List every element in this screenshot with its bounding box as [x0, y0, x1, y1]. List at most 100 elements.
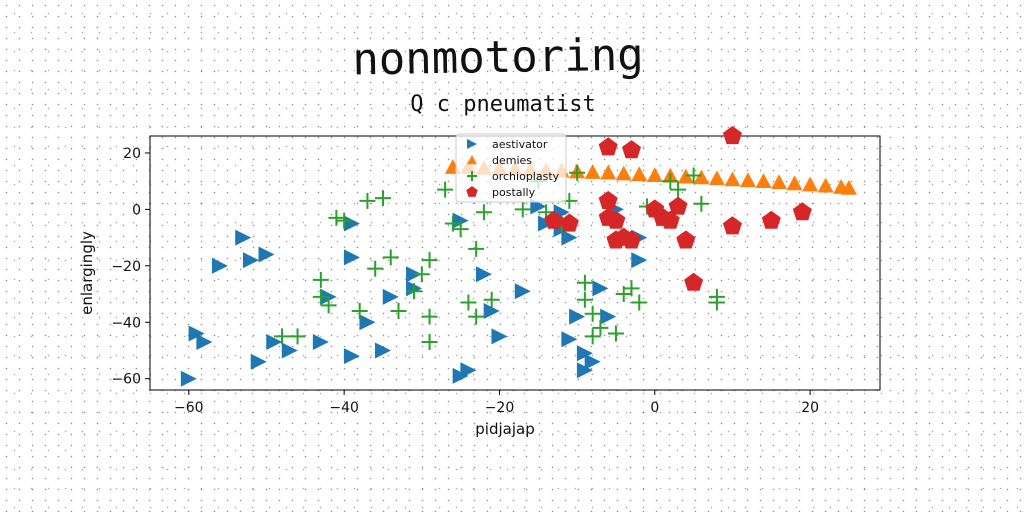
demies-point	[740, 172, 756, 187]
demies-point	[802, 177, 818, 192]
aestivator-point	[212, 258, 228, 274]
aestivator-point	[600, 309, 616, 325]
orchioplasty-point	[577, 292, 593, 308]
demies-point	[616, 166, 632, 181]
orchioplasty-point	[592, 320, 608, 336]
orchioplasty-point	[608, 326, 624, 342]
aestivator-point	[383, 289, 399, 305]
orchioplasty-point	[437, 182, 453, 198]
aestivator-point	[515, 283, 531, 299]
legend-label-demies: demies	[492, 154, 532, 167]
orchioplasty-point	[693, 196, 709, 212]
aestivator-point	[258, 247, 274, 263]
legend: aestivator demies orchioplasty postally	[456, 134, 566, 202]
demies-point	[724, 171, 740, 186]
legend-label-orchioplasty: orchioplasty	[492, 170, 560, 183]
aestivator-point	[251, 354, 267, 370]
orchioplasty-point	[631, 295, 647, 311]
orchioplasty-point	[515, 201, 531, 217]
orchioplasty-point	[585, 306, 601, 322]
aestivator-point	[375, 342, 391, 358]
postally-point	[622, 140, 641, 158]
postally-point	[599, 137, 618, 155]
postally-point	[669, 197, 688, 215]
orchioplasty-point	[352, 303, 368, 319]
orchioplasty-point	[577, 275, 593, 291]
aestivator-point	[631, 252, 647, 268]
orchioplasty-point	[313, 289, 329, 305]
orchioplasty-point	[476, 204, 492, 220]
orchioplasty-point	[313, 272, 329, 288]
postally-point	[793, 202, 812, 220]
postally-point	[723, 126, 742, 144]
x-axis-label: pidjajap	[475, 420, 534, 438]
x-tick-label: 0	[650, 400, 659, 416]
series-postally	[544, 126, 812, 291]
demies-point	[647, 167, 663, 182]
postally-point	[599, 191, 618, 209]
orchioplasty-point	[328, 210, 344, 226]
demies-point	[818, 178, 834, 193]
y-tick-label: −20	[111, 259, 141, 275]
postally-point	[684, 273, 703, 291]
postally-point	[762, 211, 781, 229]
y-tick-label: −60	[111, 372, 141, 388]
demies-point	[771, 174, 787, 189]
orchioplasty-point	[375, 190, 391, 206]
orchioplasty-point	[460, 295, 476, 311]
aestivator-point	[344, 215, 360, 231]
orchioplasty-point	[383, 249, 399, 265]
aestivator-point	[592, 280, 608, 296]
aestivator-point	[282, 342, 298, 358]
aestivator-point	[243, 252, 259, 268]
orchioplasty-point	[367, 261, 383, 277]
orchioplasty-point	[662, 173, 678, 189]
aestivator-point	[569, 309, 585, 325]
legend-label-postally: postally	[492, 186, 536, 199]
x-tick-label: −60	[174, 400, 204, 416]
demies-point	[585, 164, 601, 179]
y-axis-label: enlargingly	[78, 231, 96, 315]
orchioplasty-point	[414, 266, 430, 282]
demies-point	[600, 165, 616, 180]
aestivator-point	[344, 249, 360, 265]
x-tick-label: 20	[801, 400, 819, 416]
orchioplasty-point	[290, 328, 306, 344]
demies-point	[787, 175, 803, 190]
y-tick-label: 20	[123, 146, 141, 162]
x-tick-label: −20	[485, 400, 515, 416]
orchioplasty-point	[422, 309, 438, 325]
x-tick-label: −40	[329, 400, 359, 416]
aestivator-point	[235, 230, 251, 246]
aestivator-point	[561, 230, 577, 246]
aestivator-point	[196, 334, 212, 350]
y-tick-label: −40	[111, 315, 141, 331]
aestivator-point	[313, 334, 329, 350]
postally-point	[560, 214, 579, 232]
orchioplasty-point	[468, 309, 484, 325]
aestivator-point	[181, 371, 197, 387]
aestivator-point	[491, 328, 507, 344]
orchioplasty-point	[670, 182, 686, 198]
demies-point	[631, 166, 647, 181]
orchioplasty-point	[359, 193, 375, 209]
orchioplasty-point	[391, 303, 407, 319]
y-tick-label: 0	[132, 202, 141, 218]
aestivator-point	[359, 314, 375, 330]
orchioplasty-point	[468, 241, 484, 257]
aestivator-point	[561, 331, 577, 347]
orchioplasty-point	[585, 328, 601, 344]
orchioplasty-point	[422, 334, 438, 350]
postally-point	[723, 216, 742, 234]
aestivator-point	[344, 348, 360, 364]
demies-point	[756, 173, 772, 188]
aestivator-point	[585, 354, 601, 370]
demies-point	[709, 170, 725, 185]
postally-point	[676, 230, 695, 248]
demies-point	[693, 169, 709, 184]
plot-area: −60 −40 −20 0 20 −60 −40 −20 0 20 pidjajap enlargin…	[78, 126, 880, 438]
legend-label-aestivator: aestivator	[492, 138, 548, 151]
orchioplasty-point	[422, 252, 438, 268]
aestivator-point	[476, 266, 492, 282]
